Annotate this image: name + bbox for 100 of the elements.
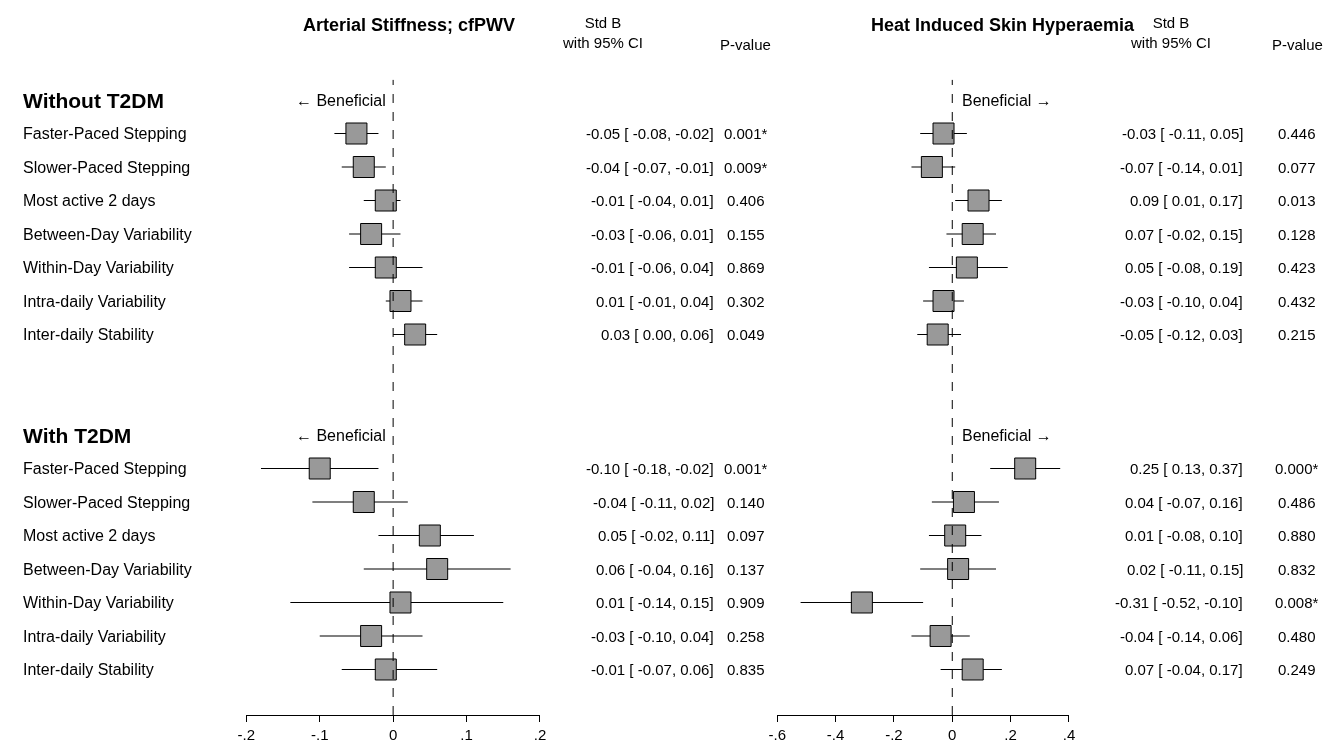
data-label: -0.07 [ -0.14, 0.01] — [1120, 159, 1243, 176]
y-tick-label: Between-Day Variability — [23, 561, 192, 578]
point — [947, 558, 970, 580]
data-label: -0.10 [ -0.18, -0.02] — [586, 460, 714, 477]
point — [404, 323, 427, 346]
y-tick-label: Most active 2 days — [23, 192, 156, 209]
y-tick-label: Intra-daily Variability — [23, 628, 166, 645]
y-tick-label: Within-Day Variability — [23, 594, 174, 611]
x-tick-label: 0 — [388, 726, 398, 743]
point — [360, 223, 383, 245]
text: 0.000* — [1275, 460, 1319, 477]
text: 0.140 — [727, 494, 765, 511]
data-label: 0.02 [ -0.11, 0.15] — [1127, 561, 1244, 578]
point — [374, 189, 397, 212]
text: 0.302 — [727, 293, 765, 310]
data-label: -0.04 [ -0.11, 0.02] — [593, 494, 715, 511]
point — [389, 290, 412, 312]
text: 0.013 — [1278, 192, 1316, 209]
text: Std B with 95% CI — [562, 14, 644, 51]
point — [374, 658, 397, 681]
y-tick-label: Faster-Paced Stepping — [23, 125, 187, 142]
data-label: -0.03 [ -0.10, 0.04] — [591, 628, 714, 645]
text: 0.835 — [727, 661, 765, 678]
annotation: ← Beneficial — [296, 92, 386, 109]
y-tick-label: Within-Day Variability — [23, 259, 174, 276]
point — [932, 290, 955, 312]
point — [374, 256, 397, 279]
text: 0.832 — [1278, 561, 1316, 578]
x-tick-label: -.2 — [237, 726, 256, 743]
data-label: -0.01 [ -0.07, 0.06] — [591, 661, 714, 678]
text: 0.097 — [727, 527, 765, 544]
data-label: 0.25 [ 0.13, 0.37] — [1130, 460, 1243, 477]
data-label: -0.04 [ -0.14, 0.06] — [1120, 628, 1243, 645]
text: 0.446 — [1278, 125, 1316, 142]
text: 0.249 — [1278, 661, 1316, 678]
annotation: ← Beneficial — [296, 427, 386, 444]
data-label: 0.07 [ -0.04, 0.17] — [1125, 661, 1243, 678]
point — [352, 491, 375, 513]
text: 0.880 — [1278, 527, 1316, 544]
point — [308, 457, 331, 480]
text: 0.001* — [724, 460, 768, 477]
x-tick-label: 0 — [948, 726, 957, 743]
point — [850, 591, 873, 614]
text: 0.480 — [1278, 628, 1316, 645]
point — [944, 524, 967, 547]
text: 0.258 — [727, 628, 765, 645]
text: 0.406 — [727, 192, 765, 209]
text: P-value — [720, 36, 771, 53]
data-label: 0.03 [ 0.00, 0.06] — [601, 326, 714, 343]
data-label: 0.09 [ 0.01, 0.17] — [1130, 192, 1243, 209]
point — [360, 625, 383, 647]
x-tick-label: .4 — [1062, 726, 1076, 743]
point — [952, 491, 975, 513]
y-tick-label: Intra-daily Variability — [23, 293, 166, 310]
data-label: -0.31 [ -0.52, -0.10] — [1115, 594, 1243, 611]
text: 0.432 — [1278, 293, 1316, 310]
text: 0.869 — [727, 259, 765, 276]
y-tick-label: Most active 2 days — [23, 527, 156, 544]
point — [926, 323, 949, 346]
y-tick-label: Inter-daily Stability — [23, 661, 154, 678]
data-label: -0.04 [ -0.07, -0.01] — [586, 159, 714, 176]
y-tick-label: Slower-Paced Stepping — [23, 494, 191, 511]
point — [929, 625, 952, 647]
data-label: -0.05 [ -0.12, 0.03] — [1120, 326, 1243, 343]
point — [1014, 457, 1037, 480]
chart-title: Arterial Stiffness; cfPWV — [303, 15, 516, 35]
text: 0.215 — [1278, 326, 1316, 343]
text: 0.137 — [727, 561, 765, 578]
text: P-value — [1272, 36, 1323, 53]
y-tick-label: Without T2DM — [23, 89, 164, 112]
x-tick-label: -.6 — [768, 726, 787, 743]
x-tick-label: -.2 — [885, 726, 903, 743]
data-label: -0.01 [ -0.04, 0.01] — [591, 192, 714, 209]
text: 0.001* — [724, 125, 768, 142]
data-label: -0.01 [ -0.06, 0.04] — [591, 259, 714, 276]
point — [389, 591, 412, 614]
y-tick-label: Faster-Paced Stepping — [23, 460, 187, 477]
text: 0.423 — [1278, 259, 1316, 276]
point — [961, 658, 984, 681]
x-tick-label: -.1 — [310, 726, 329, 743]
point — [967, 189, 990, 212]
data-label: 0.01 [ -0.14, 0.15] — [596, 594, 714, 611]
data-label: 0.05 [ -0.08, 0.19] — [1125, 259, 1243, 276]
text: 0.909 — [727, 594, 765, 611]
data-label: -0.03 [ -0.11, 0.05] — [1122, 125, 1244, 142]
data-label: -0.03 [ -0.10, 0.04] — [1120, 293, 1243, 310]
text: 0.077 — [1278, 159, 1316, 176]
point — [932, 122, 955, 145]
x-tick-label: .2 — [533, 726, 547, 743]
point — [418, 524, 441, 547]
data-label: 0.05 [ -0.02, 0.11] — [598, 527, 715, 544]
point — [426, 558, 449, 580]
y-tick-label: Between-Day Variability — [23, 226, 192, 243]
data-label: 0.07 [ -0.02, 0.15] — [1125, 226, 1243, 243]
point — [955, 256, 978, 279]
text: 0.486 — [1278, 494, 1316, 511]
annotation: Beneficial → — [962, 92, 1052, 109]
data-label: -0.05 [ -0.08, -0.02] — [586, 125, 714, 142]
point — [961, 223, 984, 245]
data-label: 0.06 [ -0.04, 0.16] — [596, 561, 714, 578]
